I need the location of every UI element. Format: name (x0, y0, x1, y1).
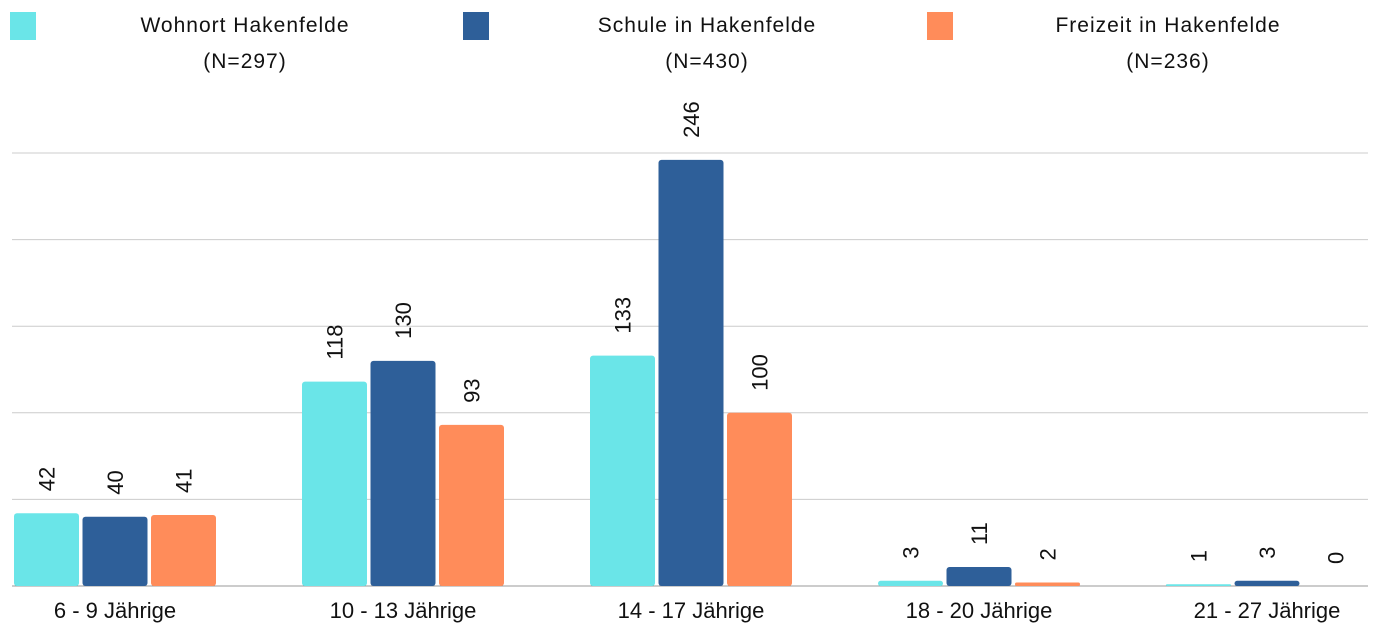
legend-label: Schule in Hakenfelde (N=430) (597, 14, 817, 73)
x-tick-label: 14 - 17 Jährige (618, 598, 765, 623)
bar (727, 412, 792, 586)
legend-swatch (10, 12, 36, 40)
bar (658, 159, 724, 587)
legend-label: Wohnort Hakenfelde (N=297) (140, 14, 350, 73)
data-label: 246 (679, 101, 704, 138)
legend-swatch (927, 12, 953, 40)
bar (1234, 580, 1300, 586)
x-tick-label: 6 - 9 Jährige (54, 598, 176, 623)
bar (14, 513, 79, 586)
data-label: 3 (1255, 547, 1280, 559)
data-label: 130 (391, 302, 416, 339)
x-tick-label: 10 - 13 Jährige (330, 598, 477, 623)
bar (370, 360, 436, 586)
bar (590, 355, 655, 586)
legend-label: Freizeit in Hakenfelde (N=236) (1055, 14, 1281, 73)
data-label: 118 (323, 325, 348, 360)
data-label: 1 (1187, 550, 1212, 562)
data-label: 40 (103, 470, 128, 494)
bar (946, 566, 1012, 586)
bar (439, 424, 504, 586)
data-label: 11 (967, 522, 992, 545)
bar (151, 514, 216, 586)
bar (1015, 582, 1080, 586)
data-label: 100 (748, 354, 773, 391)
data-label: 133 (611, 297, 636, 334)
data-label: 93 (460, 378, 485, 402)
x-tick-label: 18 - 20 Jährige (906, 598, 1053, 623)
data-label: 2 (1036, 548, 1061, 560)
legend-swatch (463, 12, 489, 40)
data-label: 42 (35, 467, 60, 491)
data-label: 3 (899, 547, 924, 559)
bar (302, 381, 367, 586)
bar (878, 580, 943, 586)
bar (1166, 584, 1231, 586)
data-label: 0 (1324, 552, 1349, 564)
x-tick-label: 21 - 27 Jährige (1194, 598, 1341, 623)
data-label: 41 (172, 469, 197, 493)
bar (82, 516, 148, 586)
